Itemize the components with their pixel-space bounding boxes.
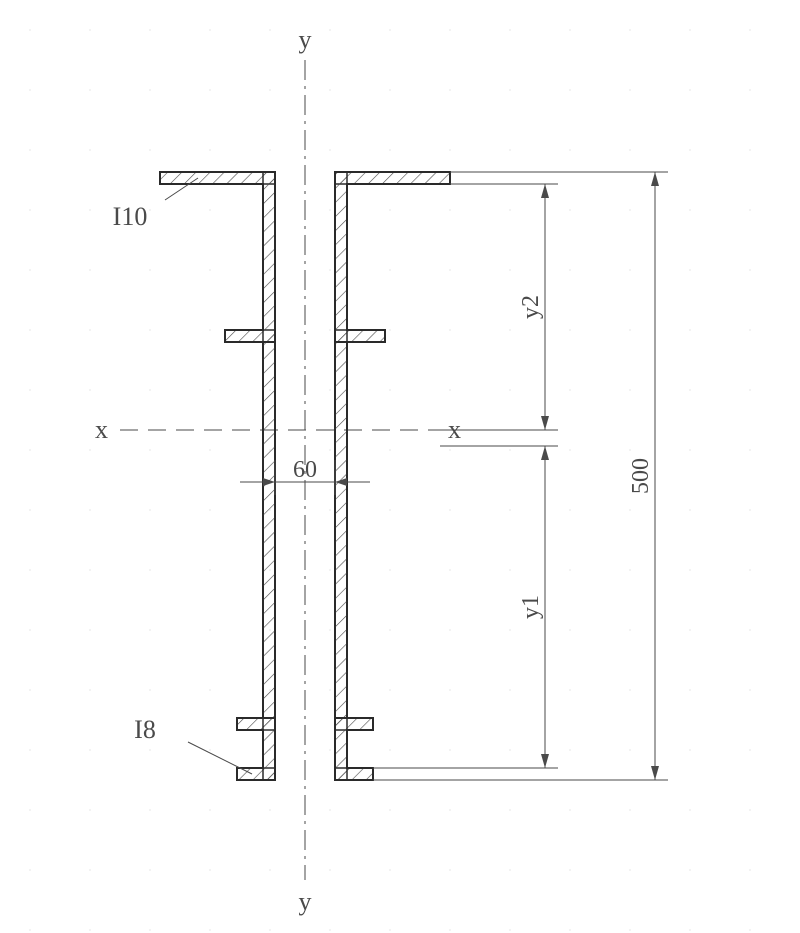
engineering-diagram: y y x x bbox=[0, 0, 800, 933]
x-axis-label-left: x bbox=[95, 415, 108, 444]
y-axis-label-top: y bbox=[299, 25, 312, 54]
label-i8-text: I8 bbox=[134, 715, 156, 744]
background-grid bbox=[0, 0, 800, 933]
dimension-y2-value: y2 bbox=[518, 295, 544, 319]
dimension-total-value: 500 bbox=[628, 458, 654, 494]
dimension-y1-value: y1 bbox=[518, 595, 544, 619]
right-web-fill bbox=[335, 342, 347, 718]
y-axis-label-bottom: y bbox=[299, 887, 312, 916]
dimension-gap-value: 60 bbox=[293, 457, 317, 483]
left-web-fill bbox=[263, 342, 275, 718]
label-i10-text: I10 bbox=[113, 202, 148, 231]
